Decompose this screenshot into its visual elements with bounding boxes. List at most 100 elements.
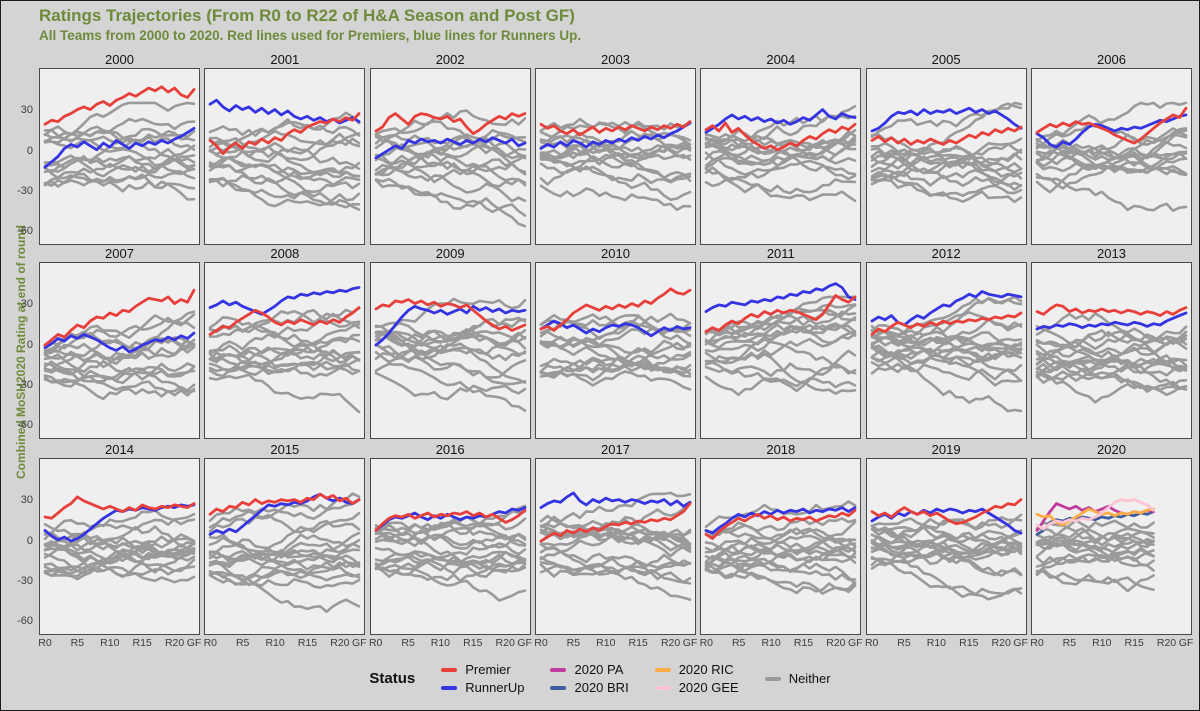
- x-tick-col3-R0: R0: [368, 637, 383, 649]
- x-tick-col2-R15: R15: [297, 637, 318, 649]
- facet-panel-2017: [534, 458, 696, 635]
- x-tick-col1-R10: R10: [100, 637, 120, 649]
- facet-panel-2016: [369, 458, 531, 635]
- facet-plot-2013: [1035, 303, 1188, 404]
- legend-column: Neither: [764, 671, 831, 686]
- facet-strip-2011: 2011: [766, 246, 795, 261]
- facet-panel-2012: [865, 262, 1027, 439]
- y-tick-row1-30: 30: [20, 104, 33, 117]
- x-tick-col2-R0: R0: [203, 637, 218, 649]
- legend-swatch-icon: [764, 676, 781, 681]
- facet-plot-2019: [870, 498, 1023, 601]
- x-tick-col4-R20: R20: [660, 637, 681, 649]
- facet-plot-2012: [870, 290, 1023, 413]
- legend-item-2020-pa: 2020 PA: [550, 662, 628, 677]
- y-tick-row2--30: -30: [17, 378, 33, 391]
- facet-strip-2007: 2007: [105, 246, 134, 261]
- x-tick-col6-R5: R5: [897, 637, 911, 649]
- facet-plot-2018: [704, 500, 857, 595]
- x-tick-col3-R15: R15: [463, 637, 483, 649]
- x-tick-col5-R10: R10: [761, 637, 781, 649]
- legend-item-neither: Neither: [764, 671, 831, 686]
- facet-strip-2005: 2005: [931, 52, 961, 67]
- facet-strip-2009: 2009: [435, 246, 465, 261]
- x-tick-col6-R15: R15: [959, 637, 979, 649]
- facet-strip-2010: 2010: [601, 246, 630, 261]
- facet-plot-2000: [43, 85, 196, 201]
- facet-panel-2004: [700, 68, 862, 245]
- facet-strip-2012: 2012: [931, 246, 961, 261]
- legend-label: 2020 GEE: [678, 680, 739, 695]
- y-tick-row3-30: 30: [20, 494, 33, 507]
- x-tick-col2-R10: R10: [265, 637, 285, 649]
- x-tick-col7-R0: R0: [1030, 637, 1044, 649]
- x-tick-col5-R5: R5: [731, 637, 746, 649]
- legend-swatch-icon: [550, 685, 567, 690]
- x-tick-col7-R15: R15: [1124, 637, 1144, 649]
- x-tick-col5-R15: R15: [793, 637, 814, 649]
- facet-plot-2003: [539, 117, 692, 212]
- legend-item-2020-bri: 2020 BRI: [550, 680, 629, 695]
- y-tick-row1--30: -30: [17, 184, 33, 197]
- facet-panel-2005: [865, 68, 1027, 245]
- x-tick-col6-GF: GF: [1013, 637, 1028, 649]
- legend-item-runnerup: RunnerUp: [441, 680, 524, 695]
- facet-plot-2004: [704, 104, 857, 203]
- y-tick-row3-0: 0: [26, 534, 33, 547]
- legend-swatch-icon: [550, 667, 567, 672]
- legend: Status Premier RunnerUp 2020 PA 2020 BRI 202…: [1, 662, 1199, 695]
- legend-label: 2020 RIC: [678, 662, 734, 677]
- facet-plot-2014: [43, 495, 196, 584]
- x-tick-col3-GF: GF: [517, 637, 532, 649]
- x-tick-col4-R0: R0: [534, 637, 548, 649]
- x-tick-col1-R20: R20: [164, 637, 185, 649]
- facet-panel-2018: [700, 458, 862, 635]
- y-tick-row2-0: 0: [26, 338, 33, 351]
- facet-panel-2002: [369, 68, 531, 245]
- facet-strip-2015: 2015: [270, 442, 300, 457]
- legend-item-premier: Premier: [441, 662, 524, 677]
- facet-panel-2010: [534, 262, 696, 439]
- facet-strip-2008: 2008: [270, 246, 300, 261]
- facet-strip-2006: 2006: [1097, 52, 1126, 67]
- facet-plot-2016: [374, 504, 527, 602]
- x-tick-col7-GF: GF: [1178, 637, 1194, 649]
- y-tick-row2--60: -60: [17, 419, 33, 432]
- x-tick-col7-R20: R20: [1156, 637, 1177, 649]
- facet-panel-2009: [369, 262, 531, 439]
- facet-plot-2017: [539, 491, 692, 601]
- legend-swatch-icon: [654, 667, 671, 672]
- facet-strip-2001: 2001: [270, 52, 300, 67]
- legend-label: 2020 BRI: [574, 680, 629, 695]
- x-tick-col5-R20: R20: [826, 637, 846, 649]
- facet-plot-2005: [870, 101, 1023, 204]
- facet-panel-2008: [204, 262, 366, 439]
- y-tick-row3--60: -60: [17, 615, 33, 628]
- x-tick-col3-R5: R5: [401, 637, 415, 649]
- facet-plot-2009: [374, 297, 527, 412]
- facet-plot-2011: [704, 282, 857, 397]
- x-tick-col4-R15: R15: [628, 637, 648, 649]
- facet-panel-2020: [1030, 458, 1192, 635]
- x-tick-col6-R10: R10: [926, 637, 947, 649]
- legend-label: Neither: [788, 671, 831, 686]
- facet-strip-2003: 2003: [601, 52, 630, 67]
- facet-strip-2016: 2016: [435, 442, 465, 457]
- y-tick-row2-30: 30: [20, 298, 33, 311]
- facet-strip-2013: 2013: [1097, 246, 1126, 261]
- legend-label: RunnerUp: [465, 680, 525, 695]
- legend-label: Premier: [465, 662, 511, 677]
- facet-panel-2013: [1030, 262, 1192, 439]
- legend-swatch-icon: [441, 667, 458, 672]
- x-tick-col4-GF: GF: [682, 637, 698, 649]
- facet-plot-2006: [1035, 101, 1188, 212]
- legend-item-2020-gee: 2020 GEE: [654, 680, 739, 695]
- facet-panel-2011: [700, 262, 862, 439]
- facet-panel-2006: [1030, 68, 1192, 245]
- facet-plot-2010: [539, 287, 692, 391]
- x-tick-col5-R0: R0: [699, 637, 714, 649]
- facet-plot-2015: [208, 492, 361, 613]
- facet-plot-2008: [208, 286, 361, 414]
- facet-strip-2017: 2017: [601, 442, 630, 457]
- legend-column: Premier RunnerUp: [441, 662, 524, 695]
